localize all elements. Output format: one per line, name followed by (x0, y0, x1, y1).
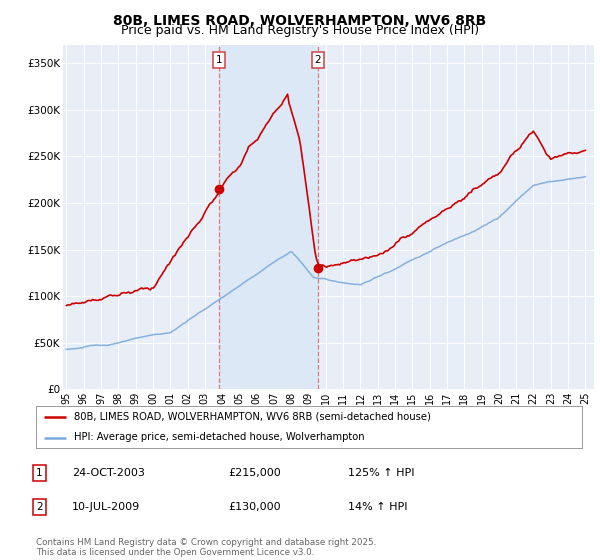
Text: 2: 2 (314, 55, 321, 65)
Text: 24-OCT-2003: 24-OCT-2003 (72, 468, 145, 478)
Text: 2: 2 (36, 502, 43, 512)
Text: Price paid vs. HM Land Registry's House Price Index (HPI): Price paid vs. HM Land Registry's House … (121, 24, 479, 36)
Text: 1: 1 (36, 468, 43, 478)
Text: 1: 1 (216, 55, 223, 65)
Text: £215,000: £215,000 (228, 468, 281, 478)
Text: 14% ↑ HPI: 14% ↑ HPI (348, 502, 407, 512)
Text: Contains HM Land Registry data © Crown copyright and database right 2025.
This d: Contains HM Land Registry data © Crown c… (36, 538, 376, 557)
Text: 10-JUL-2009: 10-JUL-2009 (72, 502, 140, 512)
Bar (219, 45, 318, 389)
Text: 80B, LIMES ROAD, WOLVERHAMPTON, WV6 8RB: 80B, LIMES ROAD, WOLVERHAMPTON, WV6 8RB (113, 14, 487, 28)
Text: HPI: Average price, semi-detached house, Wolverhampton: HPI: Average price, semi-detached house,… (74, 432, 365, 442)
Text: 125% ↑ HPI: 125% ↑ HPI (348, 468, 415, 478)
Text: £130,000: £130,000 (228, 502, 281, 512)
Text: 80B, LIMES ROAD, WOLVERHAMPTON, WV6 8RB (semi-detached house): 80B, LIMES ROAD, WOLVERHAMPTON, WV6 8RB … (74, 412, 431, 422)
